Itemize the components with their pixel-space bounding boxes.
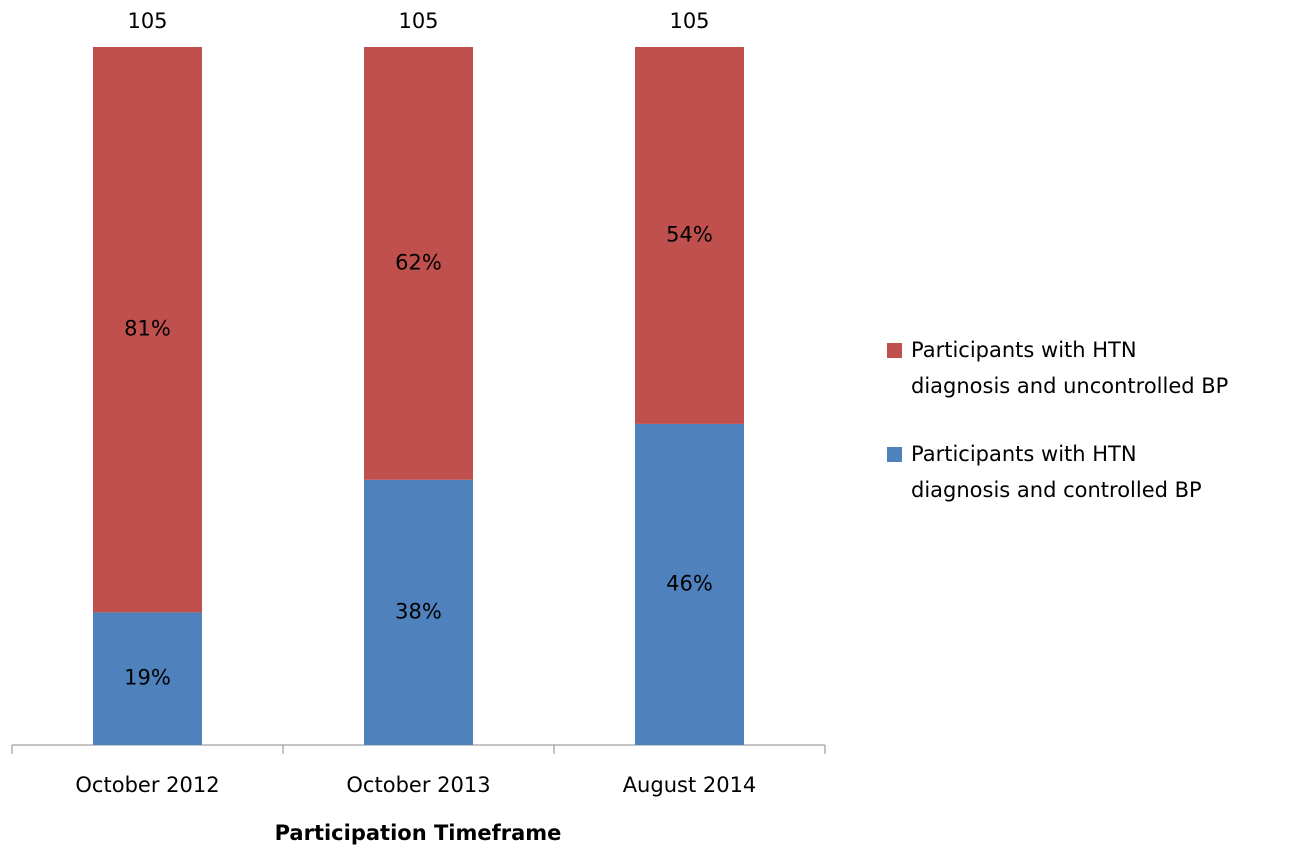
legend-item: Participants with HTN diagnosis and cont… [887,436,1241,508]
bar-segment [93,612,202,745]
bar-segment [364,479,473,745]
x-tick-label: August 2014 [623,773,757,797]
legend-label: Participants with HTN diagnosis and cont… [911,442,1202,502]
x-tick-label: October 2012 [75,773,219,797]
x-axis-title: Participation Timeframe [275,821,562,845]
bar-segment [635,423,744,745]
bar-segment [635,47,744,424]
value-label: 54% [666,222,713,246]
value-label: 19% [124,666,171,690]
value-label: 46% [666,571,713,595]
total-label: 105 [398,9,438,33]
x-tick-label: October 2013 [346,773,490,797]
value-label: 62% [395,250,442,274]
total-label: 105 [669,9,709,33]
bar-segment [364,47,473,480]
legend: Participants with HTN diagnosis and unco… [887,332,1287,540]
bar-segment [93,47,202,613]
value-label: 81% [124,317,171,341]
value-label: 38% [395,599,442,623]
legend-item: Participants with HTN diagnosis and unco… [887,332,1241,404]
legend-swatch [887,447,902,462]
legend-label: Participants with HTN diagnosis and unco… [911,338,1229,398]
total-label: 105 [127,9,167,33]
legend-swatch [887,343,902,358]
